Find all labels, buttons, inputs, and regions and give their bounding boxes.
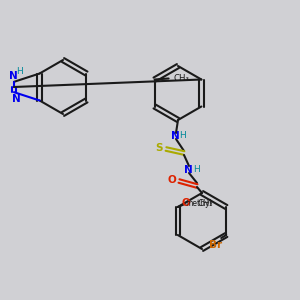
Text: N: N (9, 71, 17, 81)
Text: methyl: methyl (185, 199, 212, 208)
Text: O: O (182, 198, 190, 208)
Text: N: N (171, 131, 179, 141)
Text: H: H (16, 67, 23, 76)
Text: CH₃: CH₃ (174, 74, 190, 83)
Text: H: H (193, 166, 200, 175)
Text: O: O (168, 175, 176, 185)
Text: H: H (180, 131, 186, 140)
Text: S: S (155, 143, 163, 153)
Text: N: N (184, 165, 192, 175)
Text: Br: Br (209, 240, 222, 250)
Text: N: N (12, 94, 20, 104)
Text: CH₃: CH₃ (198, 200, 213, 208)
